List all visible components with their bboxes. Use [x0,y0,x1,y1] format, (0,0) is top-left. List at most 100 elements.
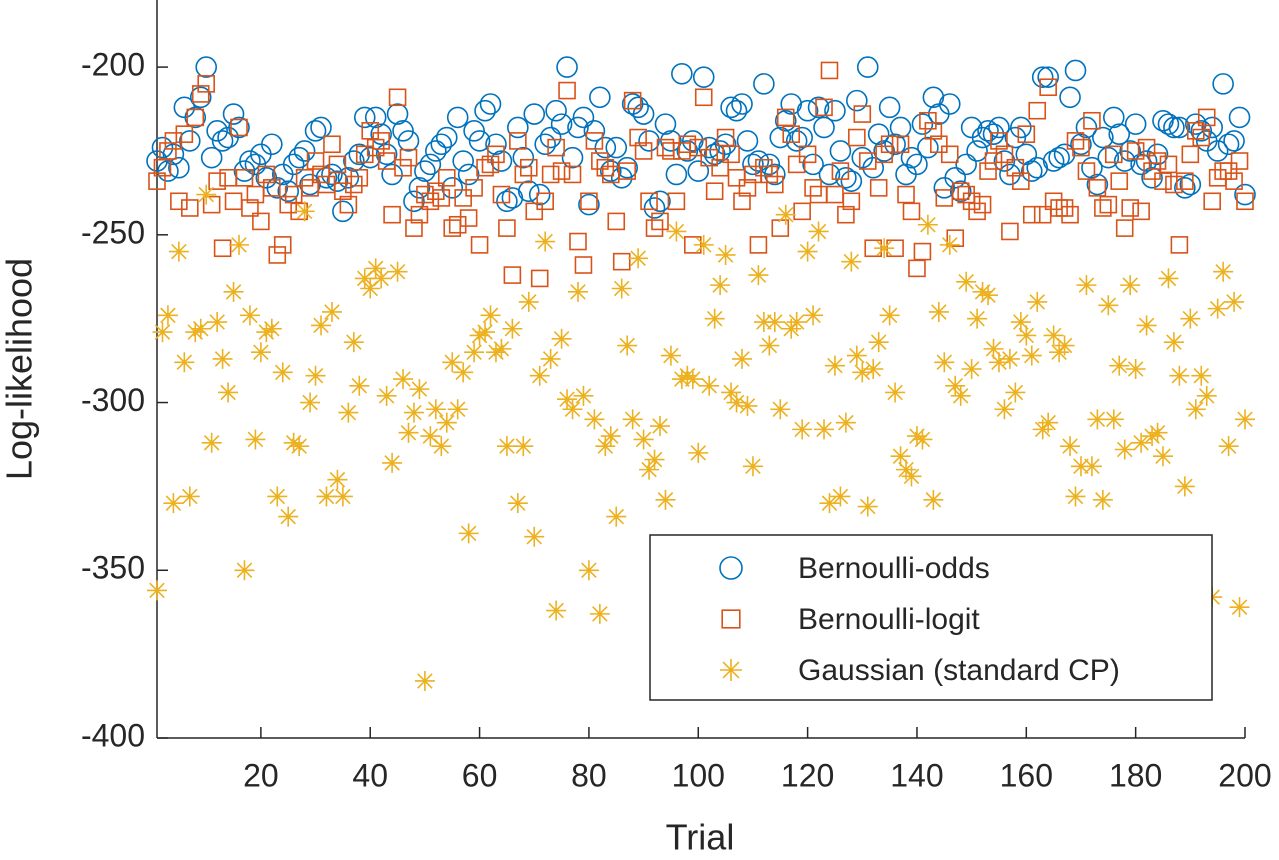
point [698,136,721,159]
point [692,66,715,88]
point [634,142,653,160]
point [1028,101,1047,120]
point [212,348,233,369]
point [431,436,452,457]
point [649,190,671,213]
point [321,163,343,186]
point [1186,122,1205,140]
point [277,180,300,203]
point [1001,222,1019,241]
x-tick-label: 20 [243,757,279,793]
point [600,426,621,447]
point [851,146,874,169]
point [1234,183,1256,206]
point [321,301,342,322]
point [824,355,845,376]
legend-label: Bernoulli-odds [798,552,990,585]
point [955,153,977,176]
point [736,130,759,152]
x-axis-label: Trial [666,817,735,858]
x-tick-label: 160 [1000,757,1053,793]
point [594,136,617,159]
point [1075,116,1098,139]
point [814,419,835,440]
point [168,156,190,179]
point [1157,113,1180,135]
point [1121,199,1139,217]
point [917,136,939,159]
point [660,130,682,152]
point [558,81,576,100]
point [1207,298,1228,319]
point [782,125,801,143]
point [430,133,453,156]
point [419,153,442,176]
point [152,322,173,343]
point [409,379,430,400]
point [541,165,560,184]
point [1083,111,1101,130]
point [906,426,927,447]
point [687,160,710,182]
point [278,506,299,527]
point [804,179,822,197]
point [550,113,573,135]
point [660,345,681,366]
point [1196,385,1217,406]
point [185,322,206,343]
point [535,231,556,252]
point [917,214,938,235]
point [1031,66,1054,88]
point [689,138,708,157]
point [435,126,458,149]
point [705,182,724,201]
point [355,145,374,164]
point [1115,219,1134,237]
point [957,185,975,204]
point [1010,312,1031,333]
point [1170,236,1189,254]
point [179,130,201,152]
point [1152,446,1173,467]
point [446,106,469,129]
point [1168,116,1191,139]
point [452,150,474,172]
point [840,170,863,192]
point [797,241,818,262]
point [726,392,747,413]
point [919,111,937,130]
point [175,125,194,143]
point [228,116,250,139]
point [164,132,183,150]
point [201,432,222,453]
point [534,133,556,156]
point [1042,150,1065,172]
point [901,466,922,487]
point [512,146,535,169]
point [1208,168,1227,187]
point [599,160,622,182]
point [437,168,456,187]
point [197,75,216,93]
point [774,109,797,132]
point [1147,422,1168,443]
point [293,140,316,162]
point [563,165,582,184]
point [928,301,949,322]
legend-box [649,534,1213,701]
point [507,116,529,139]
point [787,155,806,174]
point [257,165,276,184]
point [207,312,228,333]
point [282,153,305,176]
point [485,133,507,156]
point [1092,489,1113,510]
point [288,146,310,169]
point [1049,342,1070,363]
point [1060,436,1081,457]
point [999,163,1021,186]
point [949,180,972,203]
point [809,185,828,204]
x-tick-label: 80 [571,757,607,793]
point [880,135,899,154]
